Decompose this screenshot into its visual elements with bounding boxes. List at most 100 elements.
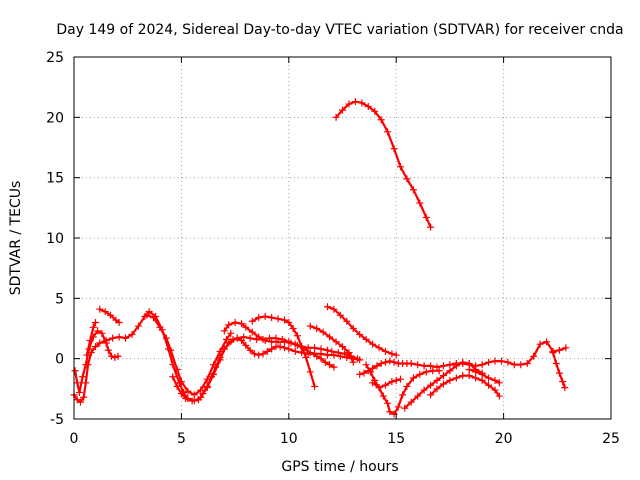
data-point <box>390 145 398 153</box>
data-point <box>240 333 248 341</box>
data-point <box>177 390 185 398</box>
data-point <box>530 352 538 360</box>
data-point <box>281 338 289 346</box>
data-point <box>326 333 334 341</box>
data-point <box>336 311 344 319</box>
data-point <box>332 113 340 121</box>
data-point <box>495 392 503 400</box>
series-trace <box>85 321 97 357</box>
data-point <box>293 332 301 340</box>
data-point <box>336 352 344 360</box>
data-point <box>439 362 447 370</box>
data-point <box>128 331 136 339</box>
data-point <box>523 359 531 367</box>
data-point <box>82 379 90 387</box>
data-point <box>388 350 396 358</box>
data-point <box>259 350 267 358</box>
data-point <box>381 358 389 366</box>
data-point <box>381 347 389 355</box>
data-point <box>302 353 310 361</box>
data-point <box>285 318 293 326</box>
data-point <box>377 116 385 124</box>
data-point <box>227 329 235 337</box>
data-point <box>369 364 377 372</box>
data-point <box>452 362 460 370</box>
data-point <box>416 199 424 207</box>
data-point <box>485 358 493 366</box>
data-point <box>394 403 402 411</box>
series-trace <box>365 363 441 416</box>
data-point <box>281 344 289 352</box>
data-point <box>101 308 109 316</box>
data-point <box>261 312 269 320</box>
axes: 0 5 10 15 20 25 -5 0 5 10 15 20 25 <box>46 50 620 447</box>
plot-frame <box>73 56 612 420</box>
data-point <box>390 358 398 366</box>
data-point <box>446 376 454 384</box>
data-point <box>326 361 334 369</box>
data-point <box>268 338 276 346</box>
series-arc-14 <box>369 375 404 392</box>
data-point <box>75 388 83 396</box>
data-point <box>495 379 503 387</box>
data-point <box>561 384 569 392</box>
data-point <box>356 356 364 364</box>
data-point <box>115 318 123 326</box>
data-point <box>323 303 331 311</box>
data-point <box>349 325 357 332</box>
data-point <box>246 334 254 342</box>
data-point <box>379 392 387 400</box>
data-point <box>465 366 473 374</box>
data-point <box>231 318 239 326</box>
data-point <box>384 128 392 136</box>
data-point <box>167 346 175 354</box>
y-tick-label: 10 <box>46 231 64 247</box>
series-arc-12 <box>356 338 570 378</box>
data-point <box>407 359 415 367</box>
data-point <box>491 376 499 384</box>
data-point <box>559 378 567 386</box>
data-point <box>82 361 90 369</box>
data-point <box>199 390 207 398</box>
data-point <box>242 323 250 331</box>
series-trace <box>251 315 316 388</box>
data-point <box>330 305 338 313</box>
data-point <box>552 359 560 367</box>
data-point <box>420 386 428 394</box>
data-point <box>392 351 400 359</box>
data-point <box>472 374 480 382</box>
series-trace <box>358 340 567 376</box>
data-point <box>360 369 368 377</box>
data-point <box>403 175 411 183</box>
data-point <box>311 344 319 352</box>
data-point <box>439 372 447 380</box>
data-point <box>317 355 325 363</box>
data-point <box>255 314 263 322</box>
data-point <box>225 321 233 329</box>
data-point <box>396 375 404 383</box>
data-point <box>369 379 377 387</box>
series-arc-17 <box>465 366 503 387</box>
data-point <box>94 327 102 335</box>
data-point <box>396 163 404 171</box>
data-point <box>433 363 441 371</box>
data-point <box>536 340 544 348</box>
data-point <box>313 352 321 360</box>
data-point <box>276 343 284 351</box>
data-point <box>446 361 454 369</box>
data-point <box>345 349 353 357</box>
data-point <box>491 357 499 365</box>
data-point <box>375 384 383 392</box>
data-point <box>491 386 499 394</box>
series-arc-11 <box>332 98 435 231</box>
data-point <box>115 333 123 341</box>
data-point <box>220 345 228 353</box>
data-point <box>311 382 319 390</box>
data-point <box>238 337 246 345</box>
data-point <box>377 359 385 367</box>
data-point <box>485 374 493 382</box>
data-point <box>427 391 435 399</box>
data-point <box>250 350 258 358</box>
data-point <box>246 346 254 354</box>
data-point <box>289 325 297 332</box>
